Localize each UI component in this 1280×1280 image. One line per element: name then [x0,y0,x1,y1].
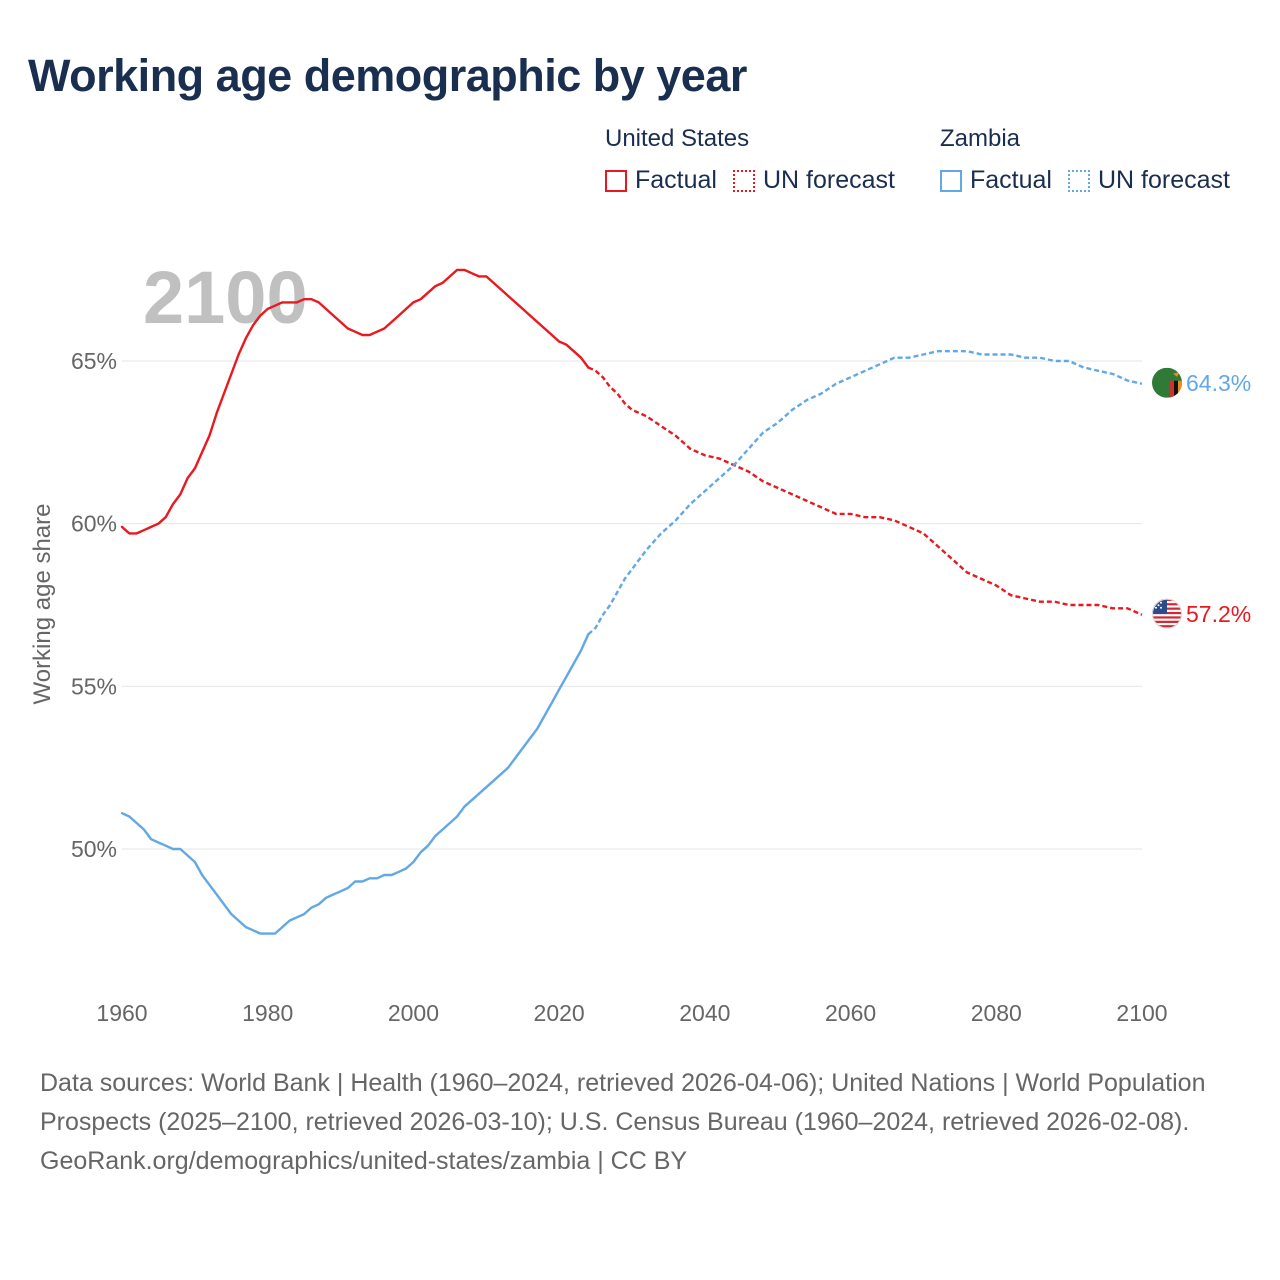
end-value-label: 57.2% [1186,601,1251,627]
credit-link[interactable]: GeoRank.org/demographics/united-states/z… [40,1147,688,1175]
x-tick-label: 2060 [825,1000,876,1026]
y-tick-label: 55% [71,673,117,699]
x-tick-label: 2100 [1116,1000,1167,1026]
y-tick-label: 65% [71,348,117,374]
series-line-zambia-forecast[interactable] [587,350,1143,636]
x-tick-label: 1980 [242,1000,293,1026]
x-tick-label: 2000 [388,1000,439,1026]
x-tick-label: 2040 [679,1000,730,1026]
legend-item-us-factual[interactable]: Factual [605,166,717,195]
us-forecast-swatch-icon [732,169,755,192]
series-line-zambia-factual[interactable] [120,633,590,935]
x-tick-label: 1960 [96,1000,147,1026]
data-sources-note: Data sources: World Bank | Health (1960–… [40,1069,1206,1136]
us-flag-icon [1152,598,1182,629]
legend-label-zambia-forecast: UN forecast [1097,166,1230,194]
end-value-label: 64.3% [1186,370,1251,396]
footer: Data sources: World Bank | Health (1960–… [40,1064,1230,1181]
us-factual-swatch-icon [605,169,627,192]
legend-title-zambia: Zambia [940,125,1021,152]
x-tick-label: 2020 [534,1000,585,1026]
legend-item-us-forecast[interactable]: UN forecast [732,166,895,195]
legend-group-zambia: Zambia Factual UN forecast [940,124,1246,195]
year-watermark: 2100 [143,256,308,339]
y-tick-label: 60% [71,511,117,537]
y-tick-label: 50% [71,836,117,862]
y-axis-label: Working age share [29,504,56,705]
legend-label-us-factual: Factual [635,166,717,194]
legend-title-united-states: United States [605,125,750,152]
legend-label-zambia-factual: Factual [970,166,1052,194]
legend-item-zambia-forecast[interactable]: UN forecast [1067,166,1230,195]
legend-label-us-forecast: UN forecast [762,166,895,194]
series-line-united-states-factual[interactable] [120,268,590,535]
zambia-forecast-swatch-icon [1067,169,1090,192]
line-chart: 2100 50% 55% 60% 65% 1960 1980 2000 2020 2040 20… [29,256,1251,1026]
legend-item-zambia-factual[interactable]: Factual [940,166,1052,195]
series-line-united-states-forecast[interactable] [587,366,1143,616]
zambia-flag-icon [1152,367,1182,398]
x-tick-label: 2080 [971,1000,1022,1026]
page-title: Working age demographic by year [28,50,747,101]
zambia-factual-swatch-icon [940,169,962,192]
legend-group-united-states: United States Factual UN forecast [605,124,911,195]
